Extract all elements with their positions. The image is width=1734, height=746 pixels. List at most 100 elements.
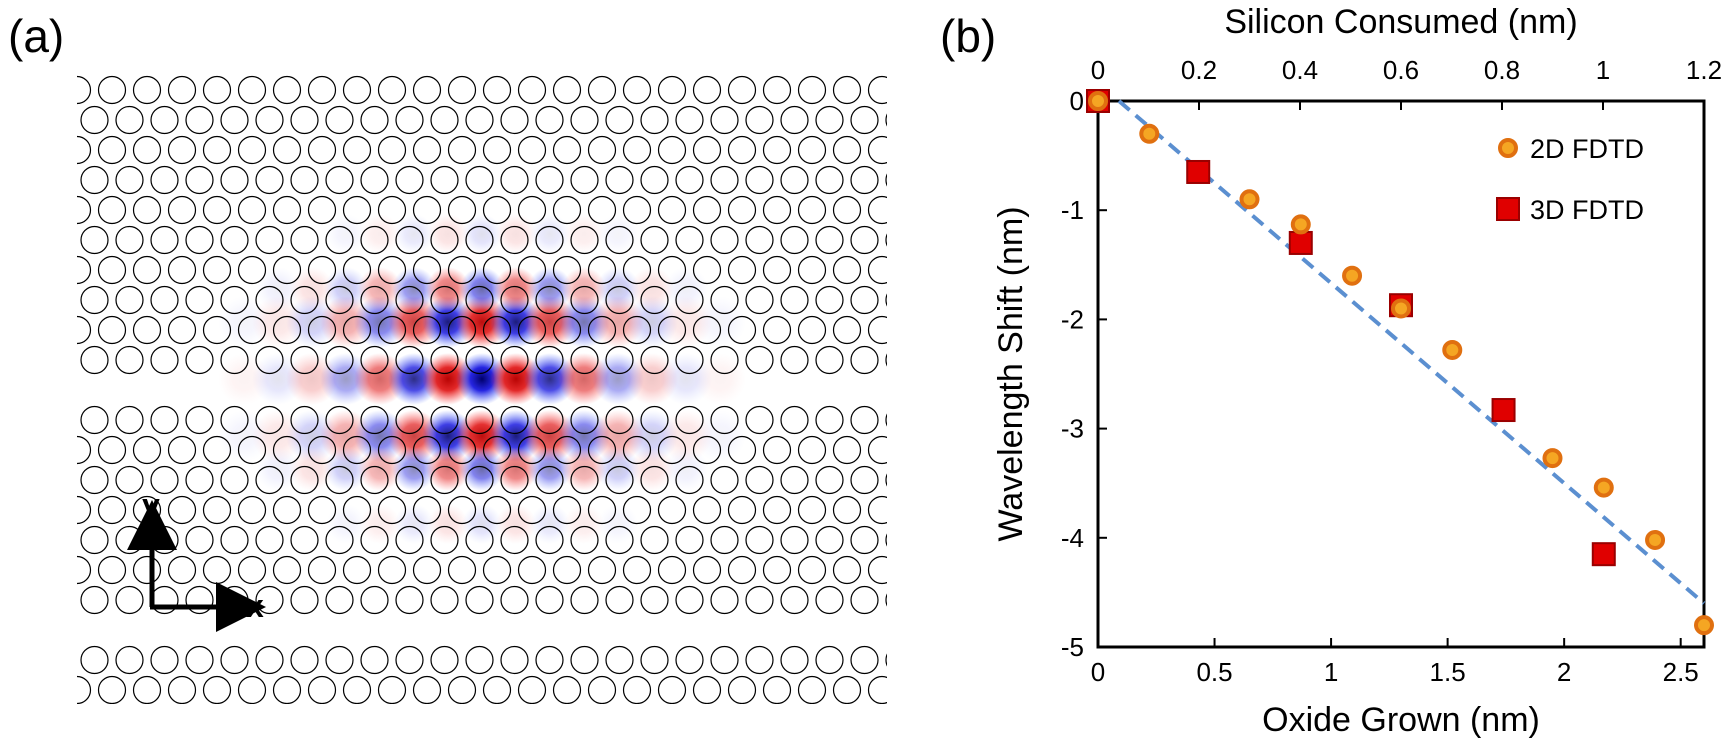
- air-hole: [430, 585, 459, 615]
- air-hole: [447, 315, 477, 345]
- x-tick-label: 0.5: [1196, 657, 1232, 687]
- air-hole: [220, 465, 249, 495]
- air-hole: [780, 465, 809, 495]
- air-hole: [657, 315, 687, 345]
- air-hole: [815, 285, 844, 315]
- air-hole: [132, 675, 162, 704]
- air-hole: [220, 525, 249, 555]
- air-hole: [97, 555, 127, 585]
- air-hole: [46, 227, 73, 254]
- air-hole: [29, 77, 56, 104]
- air-hole: [272, 675, 302, 704]
- air-hole: [587, 255, 617, 285]
- air-hole: [745, 645, 774, 675]
- air-hole: [412, 495, 442, 525]
- air-hole: [815, 645, 844, 675]
- air-hole: [237, 135, 267, 165]
- air-hole: [885, 173, 887, 187]
- air-hole: [500, 105, 529, 135]
- air-hole: [202, 135, 232, 165]
- air-hole: [360, 645, 389, 675]
- air-hole: [832, 255, 862, 285]
- air-hole: [77, 315, 92, 345]
- air-hole: [272, 195, 302, 225]
- point-2d-fdtd: [1645, 529, 1666, 550]
- air-hole: [272, 75, 302, 105]
- air-hole: [850, 225, 879, 255]
- air-hole: [797, 75, 827, 105]
- point-2d-fdtd: [1239, 189, 1260, 210]
- air-hole: [762, 495, 792, 525]
- point-2d-fdtd: [1391, 298, 1411, 319]
- air-hole: [202, 195, 232, 225]
- air-hole: [377, 315, 407, 345]
- air-hole: [640, 285, 669, 315]
- air-hole: [447, 135, 477, 165]
- field-lobe: [494, 267, 538, 311]
- air-hole: [587, 195, 617, 225]
- field-lobe: [598, 504, 638, 544]
- air-hole: [132, 435, 162, 465]
- air-hole: [220, 105, 249, 135]
- air-hole: [255, 225, 284, 255]
- air-hole: [377, 135, 407, 165]
- air-hole: [552, 195, 582, 225]
- air-hole: [167, 435, 197, 465]
- air-hole: [710, 405, 739, 435]
- air-hole: [727, 315, 757, 345]
- air-hole: [185, 405, 214, 435]
- field-lobe: [494, 447, 538, 491]
- field-lobe: [426, 267, 470, 311]
- air-hole: [185, 345, 214, 375]
- air-hole: [447, 255, 477, 285]
- air-hole: [150, 465, 179, 495]
- air-hole: [185, 105, 214, 135]
- air-hole: [552, 675, 582, 704]
- air-hole: [97, 135, 127, 165]
- air-hole: [290, 105, 319, 135]
- y-tick-label: -2: [1061, 304, 1084, 334]
- air-hole: [482, 435, 512, 465]
- legend-marker-3d: [1496, 197, 1520, 221]
- air-hole: [237, 555, 267, 585]
- air-hole: [552, 135, 582, 165]
- air-hole: [867, 675, 887, 704]
- air-hole: [500, 645, 529, 675]
- air-hole: [150, 105, 179, 135]
- air-hole: [570, 225, 599, 255]
- air-hole: [727, 255, 757, 285]
- air-hole: [482, 75, 512, 105]
- air-hole: [77, 255, 92, 285]
- x2-tick-label: 0.8: [1484, 55, 1520, 85]
- air-hole: [29, 557, 56, 584]
- air-hole: [412, 255, 442, 285]
- air-hole: [220, 285, 249, 315]
- bottom-axis-title: Oxide Grown (nm): [1262, 701, 1540, 739]
- air-hole: [395, 525, 424, 555]
- air-hole: [325, 285, 354, 315]
- field-lobe: [664, 447, 708, 491]
- field-lobe: [496, 214, 536, 254]
- air-hole: [360, 345, 389, 375]
- air-hole: [325, 585, 354, 615]
- air-hole: [517, 435, 547, 465]
- air-hole: [202, 75, 232, 105]
- air-hole: [465, 405, 494, 435]
- air-hole: [622, 555, 652, 585]
- air-hole: [395, 225, 424, 255]
- air-hole: [167, 555, 197, 585]
- hole-lattice: [29, 75, 887, 704]
- air-hole: [675, 465, 704, 495]
- air-hole: [692, 255, 722, 285]
- air-hole: [290, 285, 319, 315]
- air-hole: [727, 195, 757, 225]
- air-hole: [395, 105, 424, 135]
- field-lobe: [664, 267, 708, 311]
- air-hole: [517, 135, 547, 165]
- air-hole: [780, 345, 809, 375]
- air-hole: [640, 345, 669, 375]
- air-hole: [482, 135, 512, 165]
- air-hole: [500, 525, 529, 555]
- air-hole: [46, 647, 73, 674]
- air-hole: [412, 435, 442, 465]
